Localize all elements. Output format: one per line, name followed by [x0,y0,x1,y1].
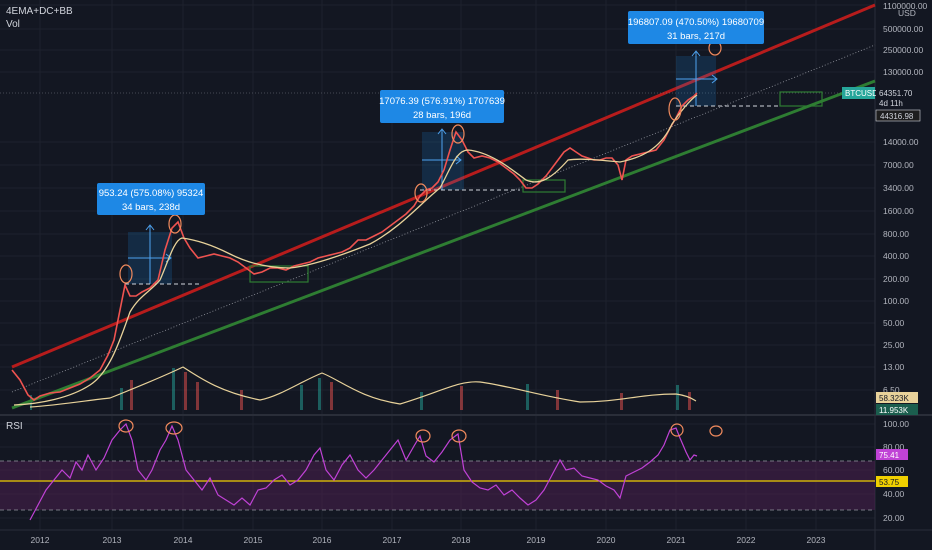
rsi-value-tag: 75.41 [876,449,908,460]
svg-text:BTCUSD: BTCUSD [845,89,878,98]
upper-channel-line[interactable] [11,3,876,369]
svg-text:40.00: 40.00 [883,489,905,499]
volume-ma-tag: 58.323K [876,392,918,403]
svg-text:6.50: 6.50 [883,385,900,395]
svg-text:80.00: 80.00 [883,442,905,452]
svg-text:75.41: 75.41 [879,451,900,460]
annotation-3[interactable]: 196807.09 (470.50%) 19680709 31 bars, 21… [628,11,764,44]
vertical-grid [39,0,817,530]
level-price-tag: 44316.98 [875,109,921,122]
svg-text:1100000.00: 1100000.00 [883,1,928,11]
rsi-ma-tag: 53.75 [876,476,908,487]
svg-text:13.00: 13.00 [883,362,905,372]
rsi-band [0,461,875,510]
svg-text:200.00: 200.00 [883,274,909,284]
svg-text:2017: 2017 [383,535,402,545]
svg-text:100.00: 100.00 [883,419,909,429]
svg-text:50.00: 50.00 [883,318,905,328]
svg-text:58.323K: 58.323K [879,394,909,403]
annotation-2[interactable]: 17076.39 (576.91%) 1707639 28 bars, 196d [379,90,505,123]
chart-legend[interactable]: 4EMA+DC+BB Vol [6,5,73,31]
annotation-1[interactable]: 953.24 (575.08%) 95324 34 bars, 238d [97,183,205,215]
annotation-1-line1: 953.24 (575.08%) 95324 [99,188,204,199]
measure-area-2017 [422,132,464,190]
svg-text:500000.00: 500000.00 [883,24,923,34]
volume-value-tag: 11.953K [876,404,918,415]
svg-text:44316.98: 44316.98 [880,112,914,121]
rsi-axis-labels: 100.00 80.00 60.00 40.00 20.00 [883,419,909,523]
svg-text:60.00: 60.00 [883,465,905,475]
price-axis-labels: 1100000.00 USD 500000.00 250000.00 13000… [883,1,928,395]
svg-text:2013: 2013 [103,535,122,545]
svg-text:1600.00: 1600.00 [883,206,914,216]
annotation-3-line2: 31 bars, 217d [667,31,725,42]
svg-text:800.00: 800.00 [883,229,909,239]
svg-text:100.00: 100.00 [883,296,909,306]
svg-text:14000.00: 14000.00 [883,137,919,147]
svg-text:20.00: 20.00 [883,513,905,523]
lower-channel-line[interactable] [11,79,876,410]
indicator-title[interactable]: 4EMA+DC+BB [6,6,73,17]
svg-text:7000.00: 7000.00 [883,160,914,170]
annotation-2-line1: 17076.39 (576.91%) 1707639 [379,96,505,107]
svg-text:400.00: 400.00 [883,251,909,261]
svg-text:2023: 2023 [807,535,826,545]
svg-text:2021: 2021 [667,535,686,545]
ema-line [13,94,698,406]
rsi-legend[interactable]: RSI [6,421,23,432]
symbol-price-tag[interactable]: BTCUSD 64351.70 4d 11h [842,87,921,109]
svg-text:250000.00: 250000.00 [883,45,923,55]
svg-text:2020: 2020 [597,535,616,545]
annotation-1-line2: 34 bars, 238d [122,202,180,213]
svg-text:2015: 2015 [244,535,263,545]
last-price-label: 64351.70 [879,89,913,98]
annotation-3-line1: 196807.09 (470.50%) 19680709 [628,17,764,28]
volume-ma-line [29,366,697,408]
time-axis-labels: 2012 2013 2014 2015 2016 2017 2018 2019 … [31,535,826,545]
rsi-line [29,422,698,521]
volume-bars [30,368,691,410]
svg-text:2012: 2012 [31,535,50,545]
svg-text:53.75: 53.75 [879,478,900,487]
horizontal-grid [0,4,875,519]
svg-text:130000.00: 130000.00 [883,67,923,77]
svg-text:25.00: 25.00 [883,340,905,350]
svg-text:3400.00: 3400.00 [883,183,914,193]
svg-text:2022: 2022 [737,535,756,545]
svg-text:2016: 2016 [313,535,332,545]
svg-text:2018: 2018 [452,535,471,545]
bar-countdown: 4d 11h [879,99,903,108]
volume-label[interactable]: Vol [6,19,20,30]
annotation-2-line2: 28 bars, 196d [413,110,471,121]
svg-text:11.953K: 11.953K [879,406,909,415]
svg-text:2014: 2014 [174,535,193,545]
svg-text:USD: USD [898,8,916,18]
mid-channel-line [11,44,876,393]
svg-text:2019: 2019 [527,535,546,545]
rsi-highlight-circles [118,419,723,443]
